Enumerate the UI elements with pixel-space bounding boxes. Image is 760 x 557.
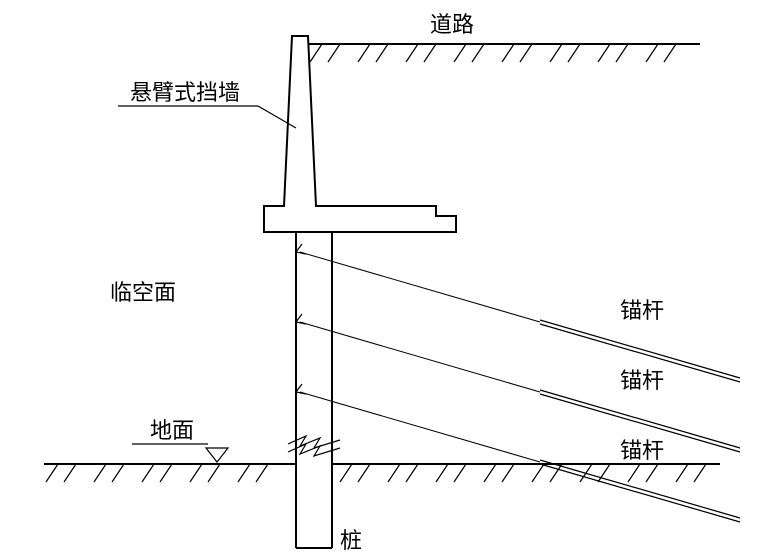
- cantilever-wall-label: 悬臂式挡墙: [130, 80, 240, 105]
- anchor-label: 锚杆: [620, 438, 664, 463]
- anchor-free-length: [300, 252, 540, 322]
- anchor-bonded-bot: [540, 464, 740, 522]
- ground-label: 地面: [150, 418, 194, 443]
- anchor-bonded-top: [540, 460, 740, 518]
- wall-leader-line: [258, 106, 296, 128]
- anchor-free-length: [300, 392, 540, 462]
- retaining-wall-diagram: 道路 悬臂式挡墙 临空面 桩 地面 锚杆锚杆锚杆: [0, 0, 760, 557]
- anchors-group: 锚杆锚杆锚杆: [296, 244, 740, 522]
- anchor-label: 锚杆: [620, 298, 664, 323]
- anchor-label: 锚杆: [620, 368, 664, 393]
- anchor-free-length: [300, 322, 540, 392]
- road-label: 道路: [430, 12, 474, 37]
- road-hatch-group: [310, 44, 676, 62]
- ground-hatch-left: [46, 464, 268, 482]
- pile-label: 桩: [340, 528, 362, 553]
- water-triangle: [206, 448, 228, 462]
- free-face-label: 临空面: [110, 280, 176, 305]
- cantilever-wall-outline: [264, 36, 456, 232]
- ground-hatch-right: [340, 464, 706, 482]
